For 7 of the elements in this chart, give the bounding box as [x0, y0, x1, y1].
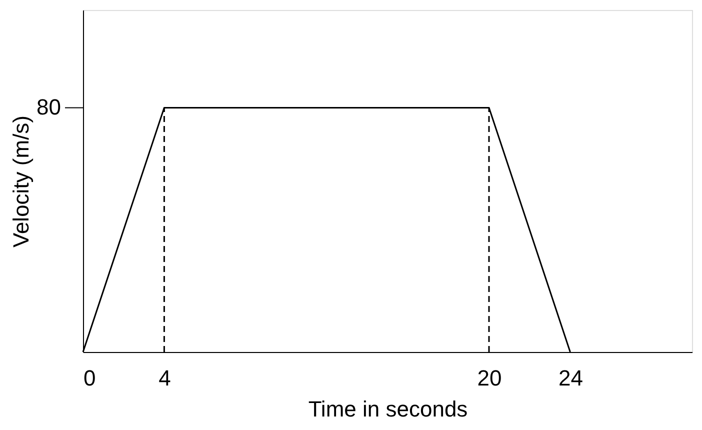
- x-tick-label: 24: [558, 366, 583, 390]
- x-tick-label: 4: [158, 366, 171, 390]
- text: 80: [36, 94, 61, 120]
- x-axis-title: Time in seconds: [308, 396, 468, 422]
- y-axis-title: Velocity (m/s): [8, 115, 34, 248]
- x-tick-label: 0: [84, 366, 96, 390]
- x-tick-label: 20: [477, 366, 502, 390]
